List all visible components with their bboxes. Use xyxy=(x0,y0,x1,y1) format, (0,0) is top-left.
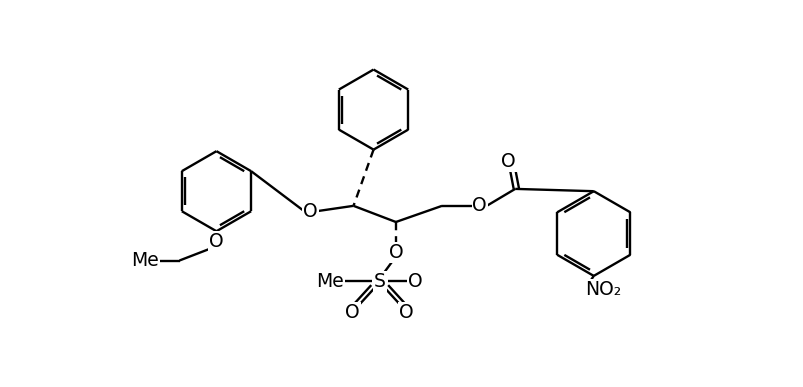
Text: Me: Me xyxy=(316,272,344,291)
Text: O: O xyxy=(472,196,487,215)
Text: O: O xyxy=(345,303,360,322)
Text: NO₂: NO₂ xyxy=(584,280,621,299)
Text: O: O xyxy=(209,232,223,251)
Text: O: O xyxy=(500,152,515,171)
Text: S: S xyxy=(373,272,385,291)
Text: O: O xyxy=(407,272,422,291)
Text: O: O xyxy=(399,303,414,322)
Text: Me: Me xyxy=(131,251,158,270)
Text: O: O xyxy=(303,202,317,221)
Text: O: O xyxy=(388,243,402,262)
